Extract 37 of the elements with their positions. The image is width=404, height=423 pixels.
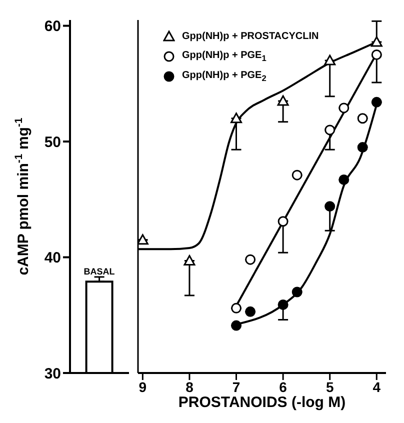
y-tick-label: 30 [44, 365, 61, 382]
point [324, 54, 336, 66]
legend-label: Gpp(NH)p + PROSTACYCLIN [182, 30, 319, 42]
point [338, 102, 350, 114]
point [245, 306, 256, 317]
legend-label: Gpp(NH)p + PGE$_{1}$ [182, 50, 266, 62]
point [231, 320, 242, 331]
point [357, 142, 368, 153]
y-tick-label: 40 [44, 250, 61, 267]
point [231, 302, 242, 314]
point [371, 96, 382, 108]
x-tick-label: BASAL [84, 266, 116, 277]
x-tick-label: 9 [138, 378, 147, 395]
x-tick-label: 6 [279, 378, 288, 395]
point [292, 170, 302, 180]
point [357, 113, 368, 124]
point [338, 174, 350, 185]
x-tick-label: 5 [326, 378, 334, 395]
point [292, 286, 302, 298]
point [278, 299, 288, 310]
x-tick-label: 8 [186, 378, 194, 395]
point [277, 95, 289, 106]
point [278, 216, 288, 227]
x-axis-title: PROSTANOIDS (-log M) [178, 394, 346, 411]
y-tick-label: 50 [44, 134, 61, 151]
legend-label: Gpp(NH)p + PGE$_{2}$ [182, 70, 266, 82]
point [324, 201, 336, 212]
point [371, 49, 382, 60]
y-tick-label: 60 [44, 18, 61, 36]
point [245, 254, 256, 265]
point [370, 36, 382, 47]
point [138, 234, 148, 245]
x-tick-label: 7 [232, 378, 240, 395]
x-tick-label: 4 [372, 378, 381, 395]
point [324, 124, 336, 136]
point [184, 254, 196, 266]
point [230, 112, 242, 124]
